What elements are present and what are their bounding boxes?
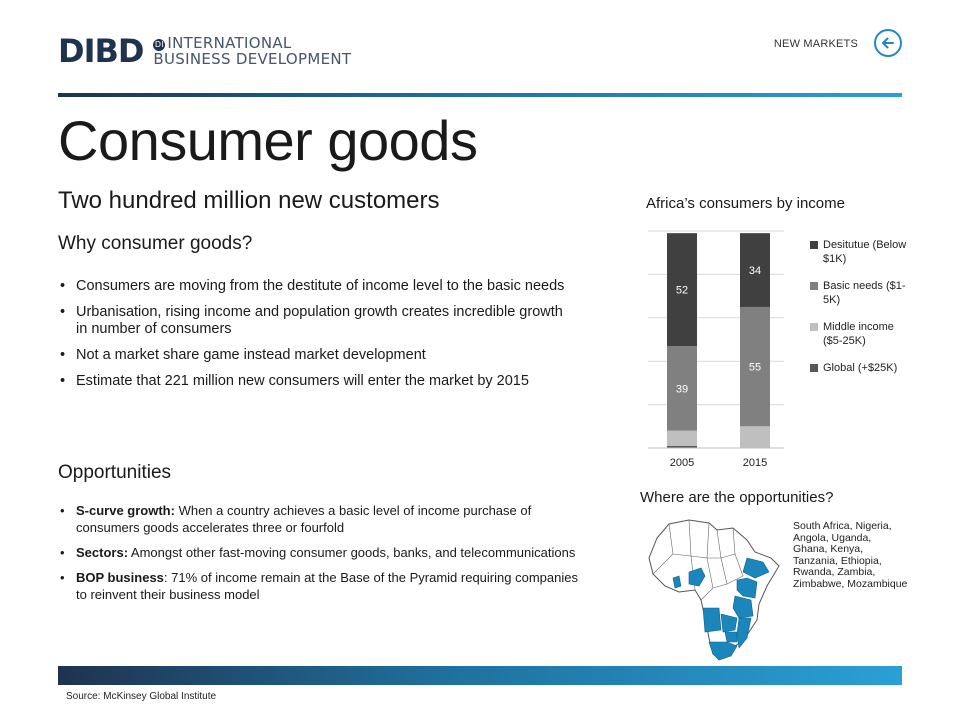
tanzania-rwanda-shape: [732, 595, 754, 619]
dibd-logo: DIBD DI INTERNATIONAL BUSINESS DEVELOPMEN…: [58, 32, 351, 70]
angola-shape: [702, 607, 722, 633]
legend-label: Middle income ($5-25K): [823, 321, 894, 347]
legend-swatch: [810, 241, 818, 249]
page-title: Consumer goods: [58, 109, 478, 172]
logo-line-2: BUSINESS DEVELOPMENT: [153, 50, 352, 68]
list-item: S-curve growth: When a country achieves …: [58, 502, 578, 536]
why-bullet-list: Consumers are moving from the destitute …: [58, 278, 578, 399]
legend-item: Desitutue (Below $1K): [810, 238, 910, 266]
bar-segment: [740, 426, 770, 448]
x-tick-label: 2005: [670, 457, 694, 469]
data-label: 34: [749, 265, 761, 277]
data-label: 52: [676, 285, 688, 297]
section-label[interactable]: NEW MARKETS: [773, 38, 858, 50]
legend-label: Desitutue (Below $1K): [823, 239, 907, 265]
bar-segment: [667, 430, 697, 446]
chart-legend: Desitutue (Below $1K) Basic needs ($1-5K…: [810, 238, 910, 388]
africa-map: [648, 519, 780, 661]
bar-segment: [667, 233, 697, 347]
opportunities-list: S-curve growth: When a country achieves …: [58, 502, 578, 611]
list-item: Not a market share game instead market d…: [58, 347, 578, 364]
map-title: Where are the opportunities?: [640, 489, 834, 506]
arrow-left-icon: [882, 37, 894, 49]
list-item: Estimate that 221 million new consumers …: [58, 373, 578, 390]
logo-line-1: INTERNATIONAL: [167, 34, 292, 52]
bar-segment: [667, 445, 697, 448]
country-list: South Africa, Nigeria, Angola, Uganda, G…: [793, 520, 908, 590]
legend-item: Basic needs ($1-5K): [810, 279, 910, 307]
zimbabwe-shape: [724, 631, 738, 643]
logo-badge-icon: DI: [153, 39, 166, 51]
nigeria-shape: [688, 567, 706, 587]
x-tick-label: 2015: [743, 457, 767, 469]
legend-label: Basic needs ($1-5K): [823, 280, 906, 306]
list-item: Consumers are moving from the destitute …: [58, 278, 578, 295]
legend-swatch: [810, 282, 818, 290]
list-item: Sectors: Amongst other fast-moving consu…: [58, 544, 578, 561]
header-divider: [58, 93, 902, 97]
logo-mark: DIBD: [58, 32, 144, 70]
source-note: Source: McKinsey Global Institute: [66, 691, 217, 702]
bar-segment: [740, 233, 770, 307]
data-label: 39: [676, 383, 688, 395]
uganda-kenya-shape: [736, 577, 758, 599]
south-africa-shape: [708, 641, 738, 661]
item-label: Sectors:: [76, 545, 129, 560]
back-button[interactable]: [874, 29, 902, 57]
list-item: Urbanisation, rising income and populati…: [58, 304, 578, 338]
legend-swatch: [810, 323, 818, 331]
item-label: S-curve growth:: [76, 503, 175, 518]
country-borders: [652, 519, 744, 601]
bar-segment: [667, 346, 697, 431]
page-subtitle: Two hundred million new customers: [58, 187, 440, 214]
zambia-shape: [720, 613, 738, 633]
why-heading: Why consumer goods?: [58, 233, 253, 254]
legend-item: Global (+$25K): [810, 361, 910, 375]
africa-outline: [648, 519, 780, 659]
footer-bar: [58, 666, 902, 685]
bar-segment: [740, 306, 770, 427]
list-item: BOP business: 71% of income remain at th…: [58, 569, 578, 603]
legend-swatch: [810, 364, 818, 372]
legend-label: Global (+$25K): [823, 362, 898, 374]
legend-item: Middle income ($5-25K): [810, 320, 910, 348]
opportunities-heading: Opportunities: [58, 462, 172, 483]
stacked-bar-chart: 39 52 2005 55 34 2015: [648, 230, 784, 469]
mozambique-shape: [736, 617, 752, 649]
ethiopia-shape: [742, 557, 770, 579]
logo-text: DI INTERNATIONAL BUSINESS DEVELOPMENT: [153, 35, 351, 67]
item-text: : 71% of income remain at the Base of th…: [76, 570, 578, 602]
item-text: When a country achieves a basic level of…: [76, 503, 532, 535]
ghana-shape: [672, 575, 682, 589]
highlighted-countries: [672, 557, 770, 661]
chart-title: Africa’s consumers by income: [646, 195, 845, 212]
item-label: BOP business: [76, 570, 164, 585]
data-label: 55: [749, 362, 761, 374]
item-text: Amongst other fast-moving consumer goods…: [128, 545, 576, 560]
